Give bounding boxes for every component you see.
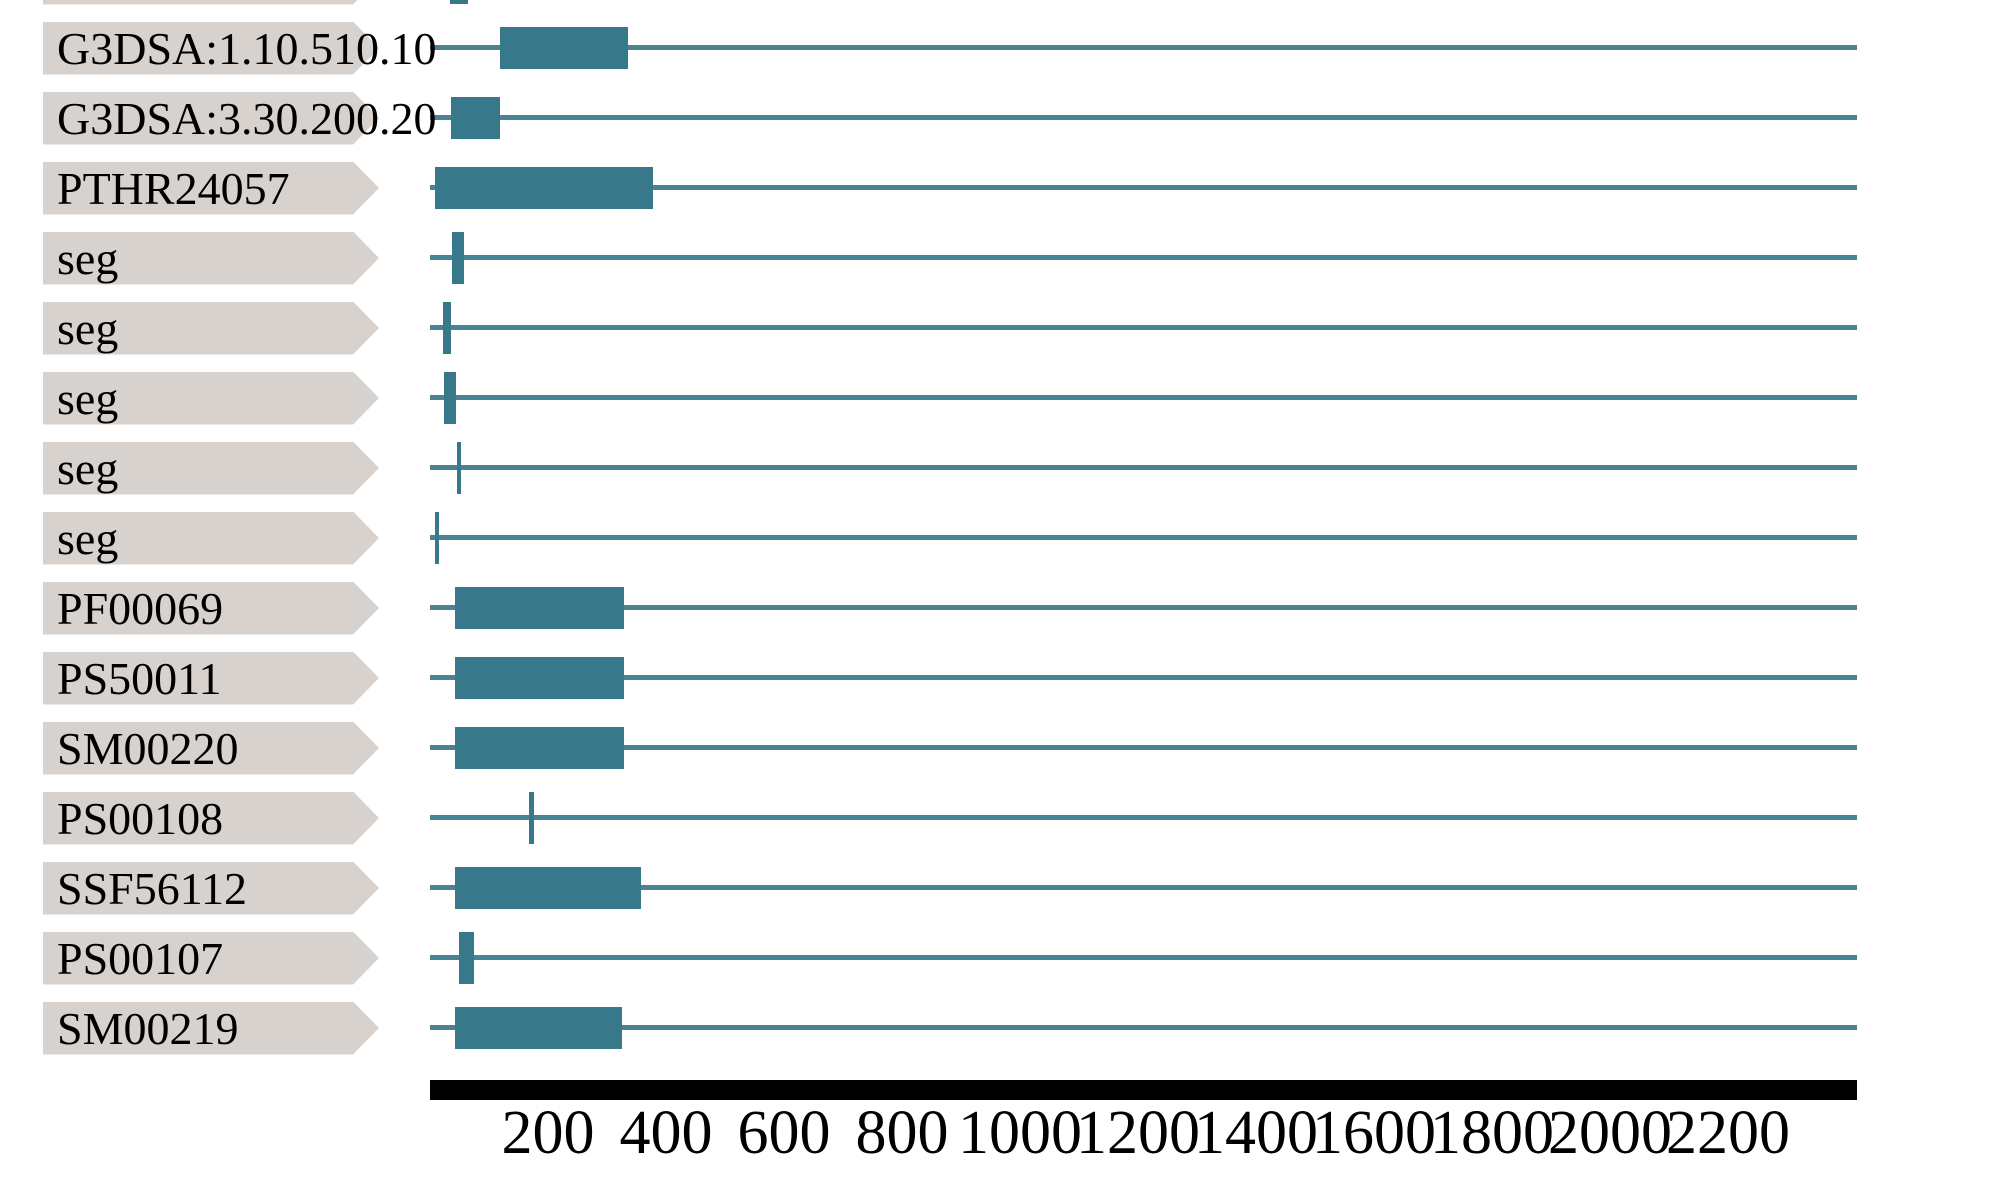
- track-label-text: seg: [57, 302, 119, 354]
- sequence-line: [430, 45, 1857, 50]
- axis-tick-label: 200: [501, 1099, 595, 1167]
- domain-box: [454, 657, 625, 699]
- axis-tick-label: 600: [737, 1099, 831, 1167]
- axis-tick-label: 1600: [1312, 1099, 1436, 1167]
- domain-box: [454, 867, 642, 909]
- sequence-line: [430, 745, 1857, 750]
- domain-box: [454, 727, 625, 769]
- segment-tick: [444, 372, 456, 424]
- axis-tick-label: 1000: [958, 1099, 1082, 1167]
- track-label: [43, 442, 379, 495]
- sequence-line: [430, 605, 1857, 610]
- axis-tick-label: 1400: [1194, 1099, 1318, 1167]
- segment-tick: [434, 512, 439, 564]
- domain-box: [450, 97, 501, 139]
- axis-tick-label: 1800: [1430, 1099, 1554, 1167]
- track-label: [43, 372, 379, 425]
- domain-box: [454, 1007, 622, 1049]
- axis-tick-label: 2200: [1666, 1099, 1790, 1167]
- track-label: [43, 92, 379, 145]
- track-label-text: SSF56112: [57, 862, 248, 914]
- domain-box: [454, 587, 625, 629]
- track-label-text: seg: [57, 512, 119, 564]
- axis-bar: [430, 1080, 1857, 1100]
- track-label: [43, 232, 379, 285]
- segment-tick: [529, 792, 534, 844]
- track-label-text: G3DSA:3.30.200.20: [57, 92, 437, 144]
- track-label: [43, 792, 379, 845]
- track-label: [43, 0, 379, 5]
- track-label: [43, 512, 379, 565]
- domain-box: [434, 167, 654, 209]
- sequence-line: [430, 815, 1857, 820]
- sequence-line: [430, 535, 1857, 540]
- track-label: [43, 862, 379, 915]
- track-label-text: PS50011: [57, 652, 222, 704]
- sequence-line: [430, 1025, 1857, 1030]
- sequence-line: [430, 675, 1857, 680]
- track-label-text: PTHR24057: [57, 162, 290, 214]
- axis-tick-label: 1200: [1076, 1099, 1200, 1167]
- track-label: [43, 932, 379, 985]
- sequence-line: [430, 465, 1857, 470]
- sequence-line: [430, 115, 1857, 120]
- sequence-line: [430, 185, 1857, 190]
- segment-tick: [450, 0, 468, 4]
- segment-tick: [458, 932, 475, 984]
- track-label-text: G3DSA:1.10.510.10: [57, 22, 437, 74]
- axis-tick-label: 800: [855, 1099, 949, 1167]
- sequence-line: [430, 255, 1857, 260]
- track-label: [43, 722, 379, 775]
- track-label: [43, 652, 379, 705]
- sequence-line: [430, 955, 1857, 960]
- track-label-text: PS00108: [57, 792, 224, 844]
- track-label-text: SM00219: [57, 1002, 239, 1054]
- segment-tick: [451, 232, 465, 284]
- track-label: [43, 582, 379, 635]
- track-label-text: SM00220: [57, 722, 239, 774]
- track-label-text: PF00069: [57, 582, 224, 634]
- sequence-line: [430, 395, 1857, 400]
- segment-tick: [457, 442, 462, 494]
- track-label-text: seg: [57, 442, 119, 494]
- track-label: [43, 22, 379, 75]
- track-label: [43, 162, 379, 215]
- track-label: [43, 302, 379, 355]
- track-label: [43, 1002, 379, 1055]
- track-label-text: seg: [57, 232, 119, 284]
- track-label-text: PS00107: [57, 932, 224, 984]
- axis-tick-label: 2000: [1548, 1099, 1672, 1167]
- axis-tick-label: 400: [619, 1099, 713, 1167]
- sequence-line: [430, 885, 1857, 890]
- segment-tick: [442, 302, 452, 354]
- domain-box: [500, 27, 629, 69]
- sequence-line: [430, 325, 1857, 330]
- track-label-text: seg: [57, 372, 119, 424]
